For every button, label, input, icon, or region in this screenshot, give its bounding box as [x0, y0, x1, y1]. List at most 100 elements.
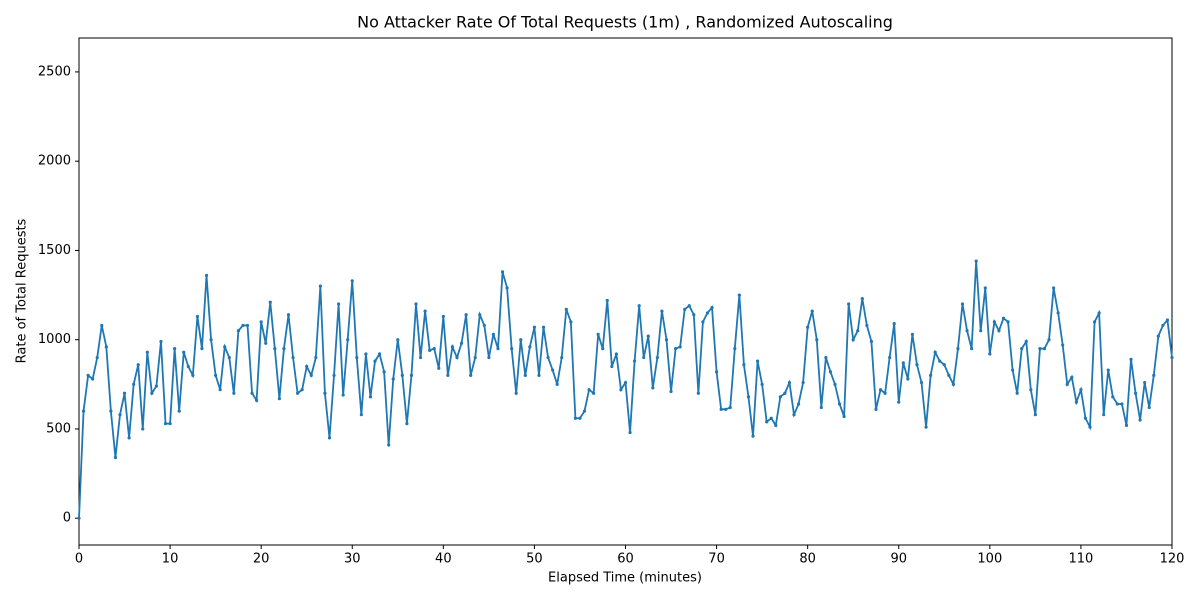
- data-point: [933, 350, 937, 354]
- x-tick-label: 120: [1160, 552, 1185, 567]
- data-point: [710, 305, 714, 310]
- data-point: [906, 377, 910, 381]
- data-point: [692, 313, 696, 317]
- x-tick-label: 40: [435, 552, 452, 567]
- data-point: [965, 329, 969, 333]
- data-point: [532, 325, 537, 329]
- data-point: [897, 400, 901, 404]
- data-point: [387, 443, 391, 447]
- data-point: [104, 345, 108, 349]
- data-point: [801, 380, 805, 385]
- data-point: [510, 347, 514, 351]
- data-point: [382, 370, 386, 374]
- data-point: [132, 382, 136, 386]
- data-point: [505, 286, 509, 290]
- data-point: [1165, 318, 1170, 322]
- data-point: [701, 320, 705, 324]
- data-point: [182, 350, 186, 354]
- data-point: [541, 325, 546, 329]
- data-point: [960, 302, 965, 306]
- x-tick-label: 0: [75, 552, 83, 567]
- data-point: [487, 355, 491, 360]
- data-point: [127, 436, 131, 440]
- data-point: [150, 391, 154, 395]
- data-point: [1051, 286, 1056, 290]
- data-point: [177, 409, 181, 413]
- data-point: [956, 347, 960, 351]
- data-point: [255, 398, 259, 402]
- data-point: [1102, 413, 1106, 417]
- data-point: [409, 373, 414, 378]
- data-point: [755, 359, 760, 363]
- data-point: [1065, 382, 1069, 386]
- data-point: [391, 377, 395, 381]
- data-point: [947, 373, 951, 378]
- data-point: [815, 338, 819, 342]
- data-point: [423, 309, 427, 313]
- data-point: [1147, 405, 1151, 410]
- data-point: [437, 366, 441, 370]
- data-point: [200, 347, 204, 351]
- data-point: [136, 363, 140, 367]
- data-point: [551, 368, 555, 372]
- data-point: [778, 395, 782, 399]
- data-point: [1061, 343, 1065, 347]
- data-point: [245, 323, 250, 328]
- data-point: [459, 341, 464, 345]
- x-tick-label: 100: [977, 552, 1002, 567]
- data-point: [742, 363, 746, 367]
- data-point: [746, 395, 751, 399]
- data-point: [241, 323, 245, 328]
- data-point: [1029, 388, 1033, 392]
- data-point: [837, 402, 842, 406]
- data-point: [633, 359, 637, 363]
- data-point: [359, 413, 363, 417]
- data-point: [724, 407, 728, 411]
- data-point: [1138, 418, 1142, 422]
- data-point: [428, 348, 432, 353]
- data-point: [619, 388, 623, 392]
- data-point: [1038, 347, 1042, 351]
- data-point: [660, 309, 664, 313]
- x-tick-label: 70: [708, 552, 725, 567]
- y-tick-label: 2000: [38, 154, 71, 169]
- data-point: [796, 402, 801, 406]
- data-point: [227, 355, 231, 360]
- data-point: [1092, 320, 1097, 324]
- data-point: [696, 391, 700, 395]
- data-point: [141, 427, 145, 431]
- data-point: [783, 391, 787, 395]
- data-point: [528, 345, 532, 349]
- data-point: [646, 334, 650, 338]
- data-point: [478, 313, 482, 317]
- data-point: [491, 332, 496, 336]
- data-point: [792, 413, 796, 417]
- data-point: [592, 391, 596, 395]
- data-point: [218, 388, 222, 392]
- data-point: [1161, 323, 1165, 328]
- data-point: [377, 352, 382, 356]
- data-point: [614, 352, 618, 356]
- data-point: [915, 363, 919, 367]
- data-point: [455, 355, 459, 360]
- data-point: [924, 425, 928, 429]
- data-point: [874, 407, 878, 411]
- data-point: [678, 345, 682, 349]
- x-tick-label: 60: [617, 552, 634, 567]
- data-point: [145, 350, 149, 354]
- data-point: [314, 355, 318, 360]
- data-point: [441, 314, 445, 319]
- data-point: [195, 314, 200, 319]
- data-point: [888, 355, 892, 360]
- data-point: [305, 364, 309, 369]
- data-point: [1001, 316, 1006, 320]
- data-point: [1133, 391, 1138, 395]
- data-point: [578, 416, 582, 420]
- data-point: [214, 373, 218, 378]
- data-point: [514, 391, 518, 395]
- x-tick-label: 30: [344, 552, 361, 567]
- x-tick-label: 110: [1069, 552, 1094, 567]
- data-point: [760, 382, 764, 386]
- data-point: [373, 359, 377, 363]
